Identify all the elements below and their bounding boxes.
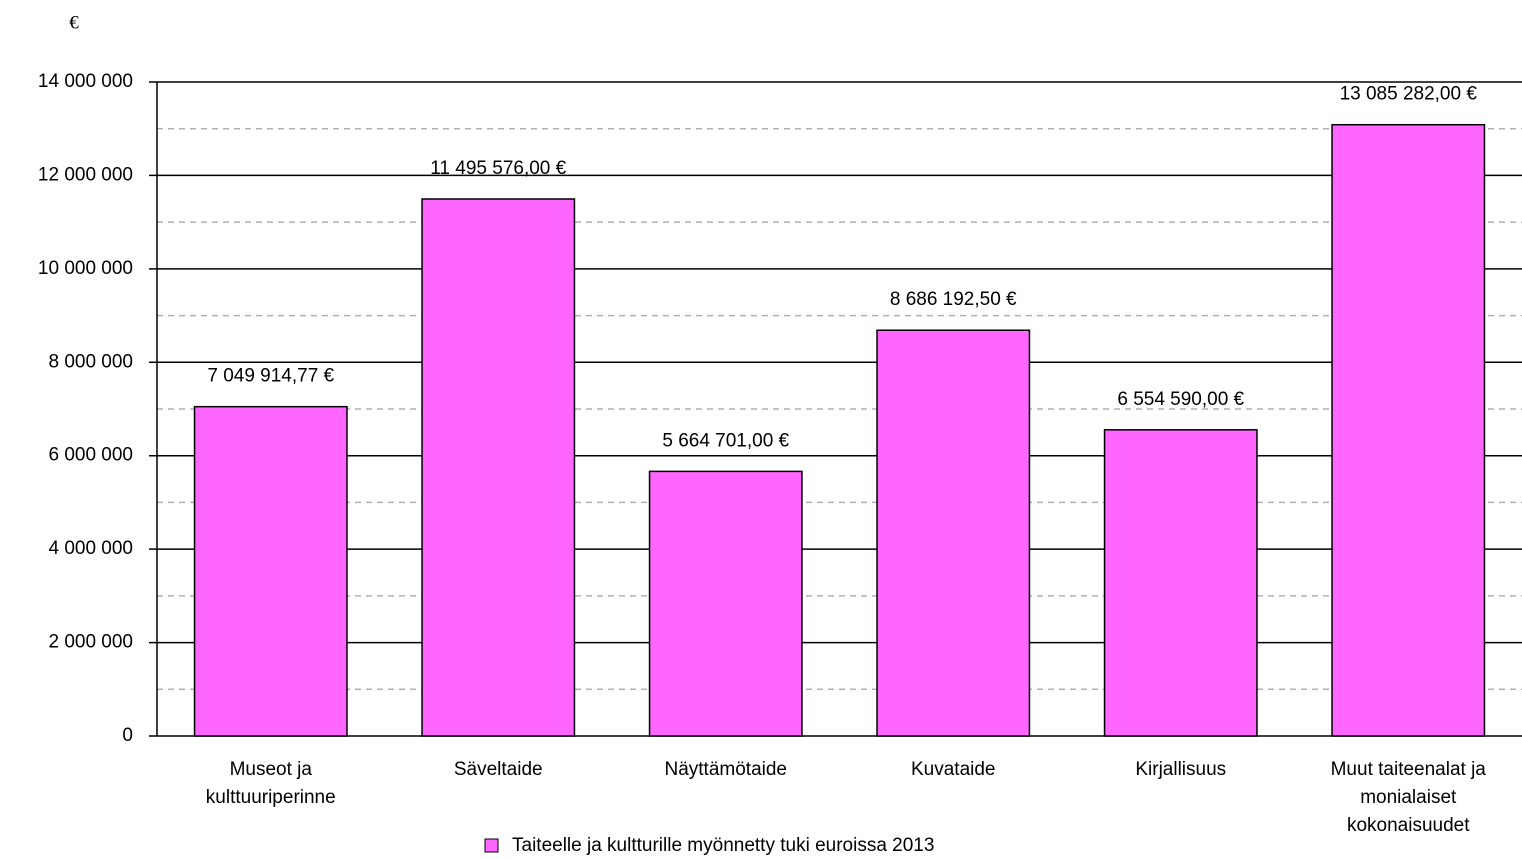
y-tick-label: 12 000 000 <box>38 164 133 185</box>
x-tick-label: Säveltaide <box>453 759 543 780</box>
value-label: 11 495 576,00 € <box>430 158 566 179</box>
legend-label: Taiteelle ja kultturille myönnetty tuki … <box>512 835 934 856</box>
y-tick-label: 6 000 000 <box>48 445 133 466</box>
x-tick-label: Näyttämötaide <box>664 759 787 780</box>
x-tick-label: Museot ja kulttuuriperinne <box>205 759 336 808</box>
value-label: 5 664 701,00 € <box>662 430 789 451</box>
x-tick-label: Kuvataide <box>910 759 996 780</box>
bar <box>876 329 1031 737</box>
y-tick-label: 0 <box>122 725 133 746</box>
y-tick-label: 4 000 000 <box>48 538 133 559</box>
bar <box>1331 123 1486 737</box>
value-label: 13 085 282,00 € <box>1340 84 1478 105</box>
y-tick-label: 8 000 000 <box>48 351 133 372</box>
x-tick-label: Muut taiteenalat ja monialaiset kokonais… <box>1330 759 1486 836</box>
value-label: 7 049 914,77 € <box>207 366 334 387</box>
y-tick-label: 10 000 000 <box>38 258 133 279</box>
value-label: 8 686 192,50 € <box>890 289 1017 310</box>
bar <box>648 470 803 737</box>
x-tick-label: Kirjallisuus <box>1135 759 1227 780</box>
bar <box>1103 429 1258 737</box>
y-tick-label: 14 000 000 <box>38 71 133 92</box>
legend-swatch <box>484 838 499 853</box>
y-tick-label: 2 000 000 <box>48 632 133 653</box>
value-label: 6 554 590,00 € <box>1117 389 1244 410</box>
y-axis-label: € <box>69 12 79 33</box>
bar <box>421 198 576 737</box>
bar <box>193 405 348 737</box>
